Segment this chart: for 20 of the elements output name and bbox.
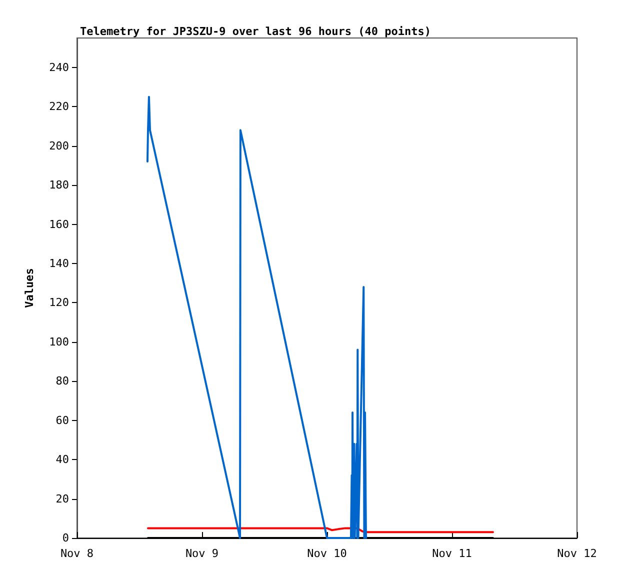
x-tick-label: Nov 9: [185, 547, 219, 560]
y-tick-label: 220: [49, 100, 69, 114]
y-axis-title: Values: [23, 268, 36, 308]
y-tick-label: 0: [62, 532, 69, 544]
y-tick-label: 60: [56, 414, 69, 427]
y-tick-label: 120: [49, 296, 69, 310]
y-tick-label: 20: [56, 492, 69, 506]
x-tick-label: Nov 8: [60, 547, 94, 560]
y-tick-label: 240: [49, 60, 69, 74]
y-tick-label: 180: [49, 178, 69, 192]
y-tick-label: 200: [49, 139, 69, 152]
y-tick-label: 40: [56, 453, 69, 466]
x-tick-label: Nov 10: [307, 547, 347, 560]
x-tick-label: Nov 12: [557, 547, 597, 560]
y-tick-label: 100: [49, 335, 69, 348]
chart-title: Telemetry for JP3SZU-9 over last 96 hours (40 points): [80, 25, 431, 38]
x-tick-label: Nov 11: [432, 547, 472, 560]
y-tick-label: 80: [56, 374, 69, 388]
y-tick-label: 160: [49, 218, 69, 231]
y-tick-label: 140: [49, 256, 69, 270]
